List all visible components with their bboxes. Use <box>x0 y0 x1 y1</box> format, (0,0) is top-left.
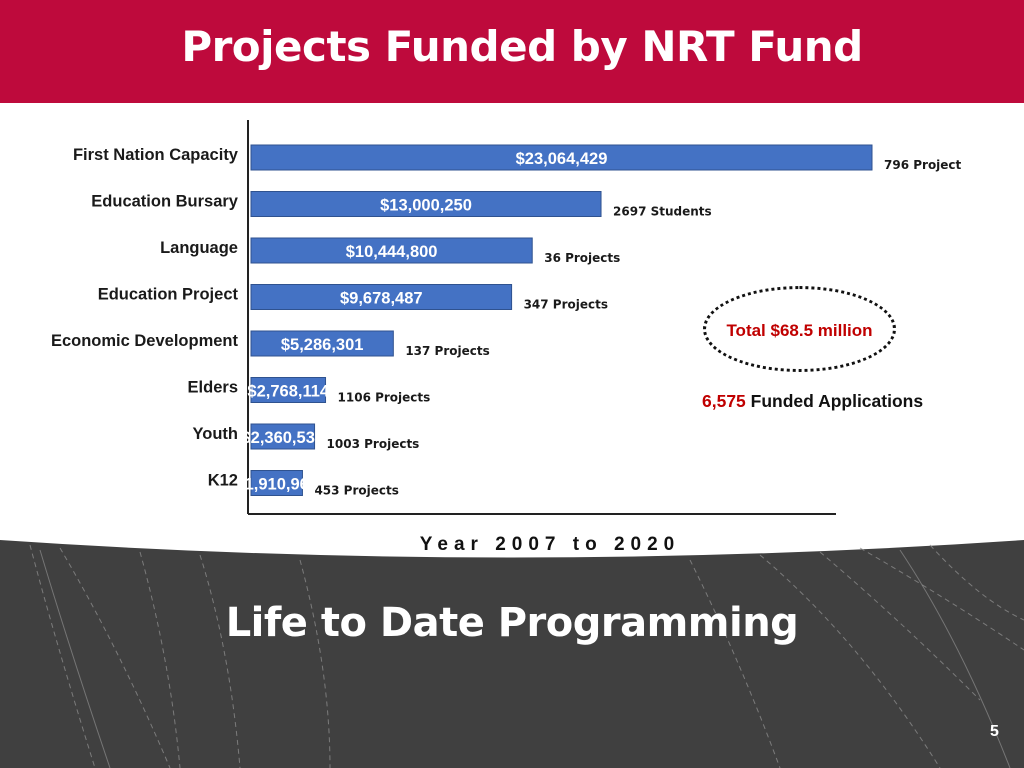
bar-2 <box>250 237 533 264</box>
category-label-4: Economic Development <box>51 332 239 350</box>
note-label-3: 347 Projects <box>524 298 608 312</box>
slide-subtitle: Life to Date Programming <box>225 600 799 646</box>
value-label-0: $23,064,429 <box>516 150 608 168</box>
note-label-4: 137 Projects <box>405 344 489 358</box>
value-label-4: $5,286,301 <box>281 336 364 354</box>
applications-label: Funded Applications <box>750 391 924 411</box>
bar-1 <box>250 191 602 217</box>
title-bar <box>0 0 1024 103</box>
note-label-1: 2697 Students <box>613 205 712 219</box>
note-label-5: 1106 Projects <box>338 391 431 405</box>
category-label-3: Education Project <box>98 286 239 304</box>
note-label-7: 453 Projects <box>314 484 398 498</box>
bar-7 <box>250 470 303 496</box>
total-callout-ellipse <box>703 286 896 372</box>
bar-4 <box>250 330 394 357</box>
value-label-2: $10,444,800 <box>346 243 438 261</box>
category-label-7: K12 <box>208 472 238 490</box>
value-label-6: $2,360,536 <box>241 429 324 447</box>
bar-6 <box>250 423 316 450</box>
funded-applications-callout: 6,575 Funded Applications <box>702 391 923 412</box>
value-label-5: $2,768,114 <box>247 383 329 401</box>
category-label-2: Language <box>160 239 238 257</box>
note-label-0: 796 Project <box>884 158 962 172</box>
page-number: 5 <box>990 723 999 740</box>
value-label-3: $9,678,487 <box>340 290 423 308</box>
bar-0 <box>250 144 873 171</box>
note-label-2: 36 Projects <box>544 251 620 265</box>
applications-count: 6,575 <box>702 391 746 411</box>
note-label-6: 1003 Projects <box>327 437 420 451</box>
bar-3 <box>250 284 513 310</box>
category-label-5: Elders <box>188 379 238 397</box>
category-label-0: First Nation Capacity <box>73 146 239 164</box>
slide-title: Projects Funded by NRT Fund <box>181 22 863 71</box>
total-callout: Total $68.5 million <box>726 321 873 340</box>
value-label-7: $1,910,966 <box>235 476 318 494</box>
category-label-1: Education Bursary <box>91 193 239 211</box>
value-label-1: $13,000,250 <box>380 197 472 215</box>
bar-5 <box>250 377 327 403</box>
category-label-6: Youth <box>192 425 238 443</box>
x-axis-title: Year 2007 to 2020 <box>419 534 681 555</box>
